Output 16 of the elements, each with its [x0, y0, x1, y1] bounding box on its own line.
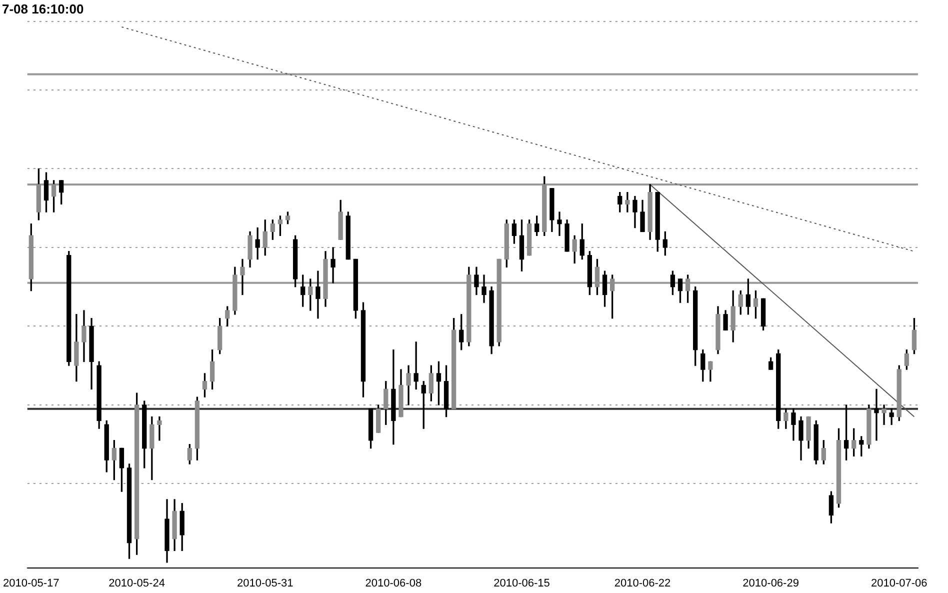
candlestick [882, 404, 886, 425]
x-tick-label: 2010-06-29 [742, 577, 799, 590]
candlestick [874, 388, 879, 441]
candlestick [240, 258, 245, 296]
x-tick-label: 2010-06-22 [614, 577, 671, 590]
x-tick-label: 2010-05-31 [236, 577, 294, 590]
x-tick-label: 2010-07-06 [870, 577, 928, 590]
chart-title: 7-08 16:10:00 [2, 1, 84, 16]
candlestick [330, 247, 336, 284]
candlestick [557, 212, 562, 236]
candlestick [157, 416, 162, 441]
x-tick-label: 2010-06-08 [365, 577, 422, 590]
x-tick-label: 2010-06-15 [494, 577, 550, 590]
x-tick-label: 2010-05-17 [3, 577, 60, 590]
x-tick-label: 2010-05-24 [108, 577, 165, 590]
candlestick [414, 342, 418, 390]
